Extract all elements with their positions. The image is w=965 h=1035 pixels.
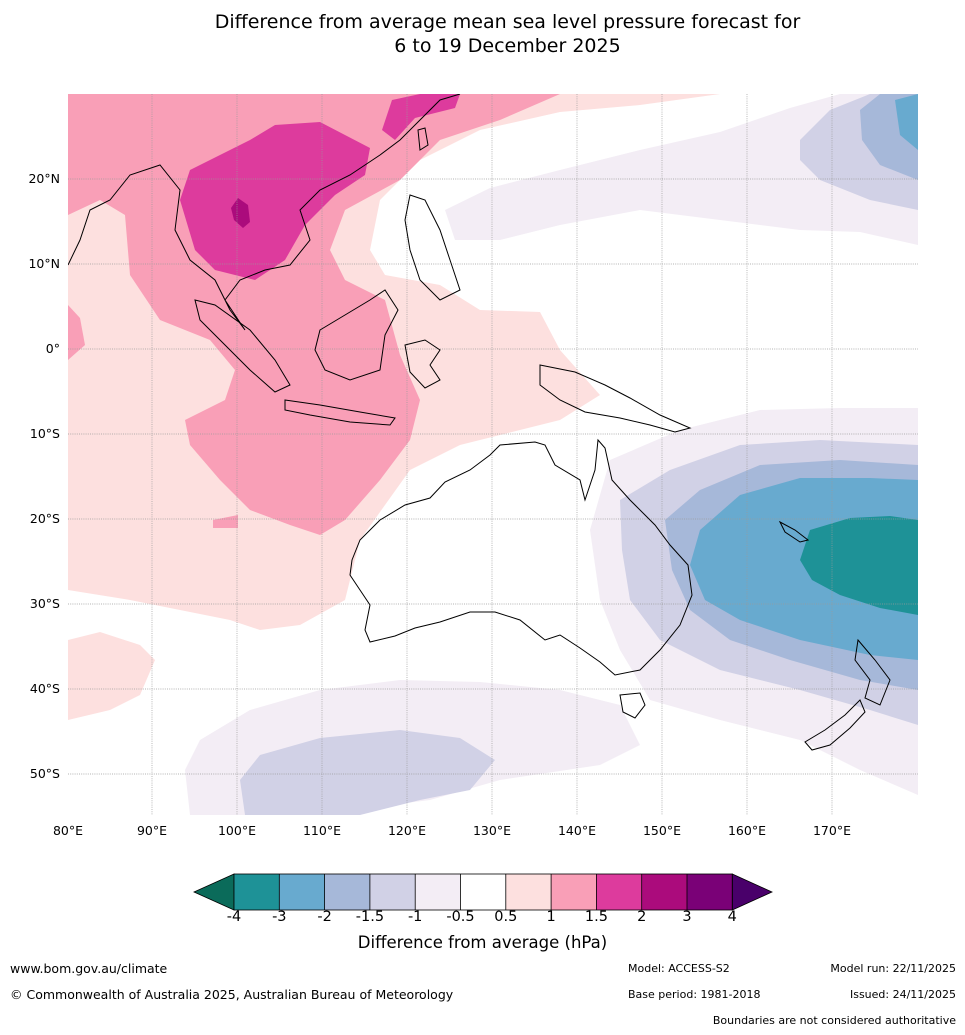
sulawesi-coastline <box>404 339 441 389</box>
colorbar-bin <box>687 874 733 910</box>
anomaly-region-positive-high <box>180 122 370 280</box>
colorbar-tick: -2 <box>317 909 331 925</box>
lon-label: 160°E <box>728 823 766 838</box>
lat-label: 50°S <box>30 766 60 781</box>
colorbar-tick: -1.5 <box>356 909 384 925</box>
lon-label: 150°E <box>643 823 681 838</box>
colorbar-bin <box>415 874 461 910</box>
anomaly-region-positive-peak <box>231 198 250 228</box>
colorbar-tick: -0.5 <box>446 909 474 925</box>
colorbar-bins <box>234 874 733 910</box>
lat-label: 10°N <box>28 256 60 271</box>
chart-title: Difference from average mean sea level p… <box>0 10 965 58</box>
new-guinea-coastline <box>539 364 692 433</box>
lon-label: 130°E <box>473 823 511 838</box>
colorbar-bin <box>279 874 325 910</box>
lat-label: 0° <box>46 341 60 356</box>
title-line-1: Difference from average mean sea level p… <box>214 11 801 33</box>
colorbar-bin <box>596 874 642 910</box>
taiwan-coastline <box>417 127 429 151</box>
new-zealand-south-coastline <box>804 699 866 751</box>
lon-label: 100°E <box>218 823 256 838</box>
boundaries-disclaimer: Boundaries are not considered authoritat… <box>712 1014 956 1027</box>
coastlines <box>68 94 891 751</box>
colorbar-bin <box>324 874 370 910</box>
anomaly-region-positive-mid-small <box>213 515 238 528</box>
lon-label: 140°E <box>558 823 596 838</box>
colorbar-min-extension <box>193 873 235 911</box>
issued-text: Issued: 24/11/2025 <box>849 988 956 1001</box>
colorbar-bin <box>369 874 416 910</box>
lon-label: 170°E <box>813 823 851 838</box>
colorbar-dividers <box>278 874 688 910</box>
colorbar-tick: -3 <box>272 909 286 925</box>
website-link[interactable]: www.bom.gov.au/climate <box>10 961 168 976</box>
anomaly-region-positive-light-south <box>68 632 155 720</box>
new-caledonia-coastline <box>778 520 810 543</box>
tasmania-coastline <box>619 692 646 719</box>
lat-label: 40°S <box>30 681 60 696</box>
colorbar-title: Difference from average (hPa) <box>357 933 608 952</box>
title-line-2: 6 to 19 December 2025 <box>394 35 621 57</box>
lon-label: 80°E <box>53 823 83 838</box>
philippines-coastline <box>404 194 461 301</box>
colorbar-bin <box>505 874 552 910</box>
colorbar-tick: 1.5 <box>585 909 608 925</box>
colorbar-bin <box>460 874 506 910</box>
copyright-text: © Commonwealth of Australia 2025, Austra… <box>10 987 454 1002</box>
australia-coastline <box>349 438 693 676</box>
colorbar-tick: 1 <box>546 909 555 925</box>
colorbar-max-extension <box>731 873 773 911</box>
new-zealand-north-coastline <box>854 638 891 706</box>
latitude-labels: 20°N 10°N 0° 10°S 20°S 30°S 40°S 50°S <box>28 171 60 781</box>
lat-label: 20°S <box>30 511 60 526</box>
lon-label: 90°E <box>137 823 167 838</box>
colorbar-tick: 3 <box>682 909 691 925</box>
longitude-labels: 80°E 90°E 100°E 110°E 120°E 130°E 140°E … <box>53 823 851 838</box>
model-text: Model: ACCESS-S2 <box>628 962 730 975</box>
borneo-coastline <box>314 289 399 381</box>
anomaly-region-negative-strong-north <box>895 94 918 150</box>
java-coastline <box>284 399 396 426</box>
colorbar-outline <box>233 873 733 911</box>
colorbar-tick-labels: -4 -3 -2 -1.5 -1 -0.5 0.5 1 1.5 2 3 4 <box>227 909 737 925</box>
lon-label: 120°E <box>388 823 426 838</box>
colorbar-tick: 0.5 <box>494 909 517 925</box>
anomaly-region-negative-mid-south <box>240 730 495 815</box>
colorbar-tick: 2 <box>637 909 646 925</box>
sumatra-coastline <box>194 299 291 393</box>
lat-label: 30°S <box>30 596 60 611</box>
colorbar-bin <box>641 874 687 910</box>
lat-label: 10°S <box>30 426 60 441</box>
lat-label: 20°N <box>28 171 60 186</box>
base-period-text: Base period: 1981-2018 <box>628 988 761 1001</box>
anomaly-region-negative-light-north <box>445 94 918 245</box>
asia-mainland-coastline <box>68 94 461 331</box>
colorbar-bin <box>234 874 280 910</box>
pressure-anomaly-field <box>68 94 918 815</box>
anomaly-region-positive-mid-west <box>68 305 85 360</box>
colorbar-tick: 4 <box>728 909 737 925</box>
colorbar-bin <box>551 874 597 910</box>
model-run-text: Model run: 22/11/2025 <box>830 962 956 975</box>
graticule <box>68 94 918 815</box>
colorbar-tick: -4 <box>227 909 241 925</box>
lon-label: 110°E <box>303 823 341 838</box>
colorbar-tick: -1 <box>408 909 422 925</box>
anomaly-region-negative-peak <box>800 516 918 615</box>
anomaly-region-positive-high-north <box>382 94 460 140</box>
colorbar: -4 -3 -2 -1.5 -1 -0.5 0.5 1 1.5 2 3 4 <box>193 873 773 925</box>
